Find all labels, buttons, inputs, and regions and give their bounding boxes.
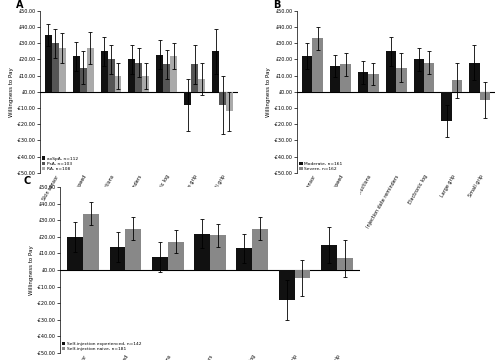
- Bar: [219, 92, 226, 105]
- Bar: [210, 235, 226, 270]
- Bar: [236, 248, 252, 270]
- Bar: [302, 56, 312, 92]
- Bar: [59, 48, 66, 92]
- Bar: [278, 270, 294, 300]
- Bar: [136, 63, 142, 92]
- Bar: [126, 229, 142, 270]
- Legend: axSpA, n=112, PsA, n=103, RA, n=108: axSpA, n=112, PsA, n=103, RA, n=108: [41, 156, 79, 172]
- Bar: [252, 229, 268, 270]
- Bar: [396, 68, 406, 92]
- Bar: [164, 64, 170, 92]
- Bar: [330, 66, 340, 92]
- Bar: [152, 257, 168, 270]
- Bar: [312, 39, 323, 92]
- Bar: [83, 214, 99, 270]
- Bar: [110, 247, 126, 270]
- Text: B: B: [274, 0, 281, 10]
- Y-axis label: Willingness to Pay: Willingness to Pay: [266, 67, 272, 117]
- Bar: [156, 55, 164, 92]
- Bar: [86, 48, 94, 92]
- Bar: [194, 234, 210, 270]
- Y-axis label: Willingness to Pay: Willingness to Pay: [9, 67, 14, 117]
- Bar: [100, 51, 107, 92]
- Bar: [191, 64, 198, 92]
- Bar: [414, 59, 424, 92]
- Text: A: A: [16, 0, 24, 10]
- Bar: [128, 59, 136, 92]
- Bar: [114, 76, 121, 92]
- Bar: [452, 81, 462, 92]
- Bar: [386, 51, 396, 92]
- Y-axis label: Willingness to Pay: Willingness to Pay: [29, 245, 34, 295]
- Bar: [340, 64, 351, 92]
- Bar: [358, 72, 368, 92]
- Bar: [142, 76, 150, 92]
- Bar: [108, 59, 114, 92]
- Bar: [72, 56, 80, 92]
- Bar: [198, 79, 205, 92]
- Bar: [368, 74, 378, 92]
- Bar: [321, 245, 337, 270]
- Bar: [226, 92, 233, 111]
- Bar: [45, 35, 52, 92]
- Bar: [212, 51, 219, 92]
- Bar: [168, 242, 184, 270]
- Legend: Moderate, n=161, Severe, n=162: Moderate, n=161, Severe, n=162: [298, 161, 344, 172]
- Bar: [442, 92, 452, 121]
- Bar: [480, 92, 490, 100]
- Bar: [52, 43, 59, 92]
- Bar: [184, 92, 191, 105]
- Bar: [424, 63, 434, 92]
- Bar: [469, 63, 480, 92]
- Bar: [80, 68, 86, 92]
- Bar: [68, 237, 83, 270]
- Bar: [170, 56, 177, 92]
- Bar: [337, 258, 352, 270]
- Legend: Self-injection experienced, n=142, Self-injection naive, n=181: Self-injection experienced, n=142, Self-…: [61, 341, 142, 352]
- Text: C: C: [24, 176, 31, 186]
- Bar: [294, 270, 310, 278]
